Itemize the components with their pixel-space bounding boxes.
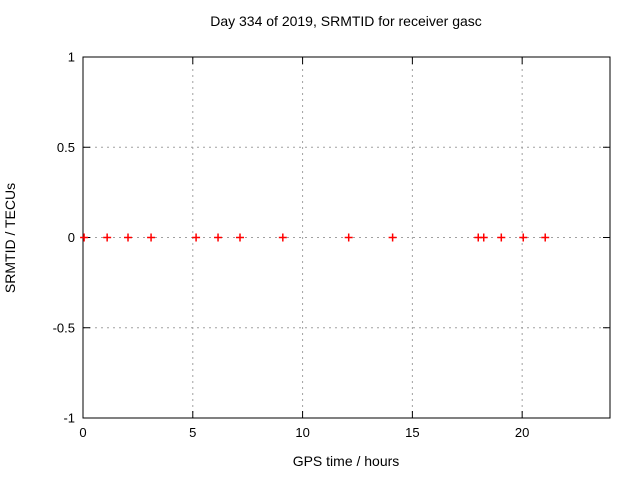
x-tick-label: 5 — [189, 425, 196, 440]
chart-title: Day 334 of 2019, SRMTID for receiver gas… — [210, 13, 482, 29]
y-tick-label: -0.5 — [53, 320, 75, 335]
data-point-marker — [124, 233, 133, 242]
x-axis-label: GPS time / hours — [293, 453, 400, 469]
data-point-marker — [192, 233, 201, 242]
data-point-marker — [388, 233, 397, 242]
y-axis-label: SRMTID / TECUs — [2, 183, 18, 293]
x-tick-label: 15 — [405, 425, 419, 440]
x-tick-label: 0 — [79, 425, 86, 440]
data-point-marker — [541, 233, 550, 242]
data-point-marker — [479, 233, 488, 242]
y-tick-label: -1 — [63, 411, 75, 426]
data-point-marker — [147, 233, 156, 242]
tick-labels: 0 5 10 15 20 -1 -0.5 0 0.5 1 — [53, 50, 530, 441]
y-tick-label: 0.5 — [57, 140, 75, 155]
x-tick-label: 20 — [515, 425, 529, 440]
y-tick-label: 0 — [68, 230, 75, 245]
data-point-marker — [236, 233, 245, 242]
data-point-marker — [80, 233, 89, 242]
data-point-marker — [519, 233, 528, 242]
y-tick-label: 1 — [68, 50, 75, 65]
data-point-marker — [278, 233, 287, 242]
data-points — [80, 233, 550, 242]
data-point-marker — [103, 233, 112, 242]
data-point-marker — [497, 233, 506, 242]
data-point-marker — [344, 233, 353, 242]
x-tick-label: 10 — [295, 425, 309, 440]
data-point-marker — [214, 233, 223, 242]
